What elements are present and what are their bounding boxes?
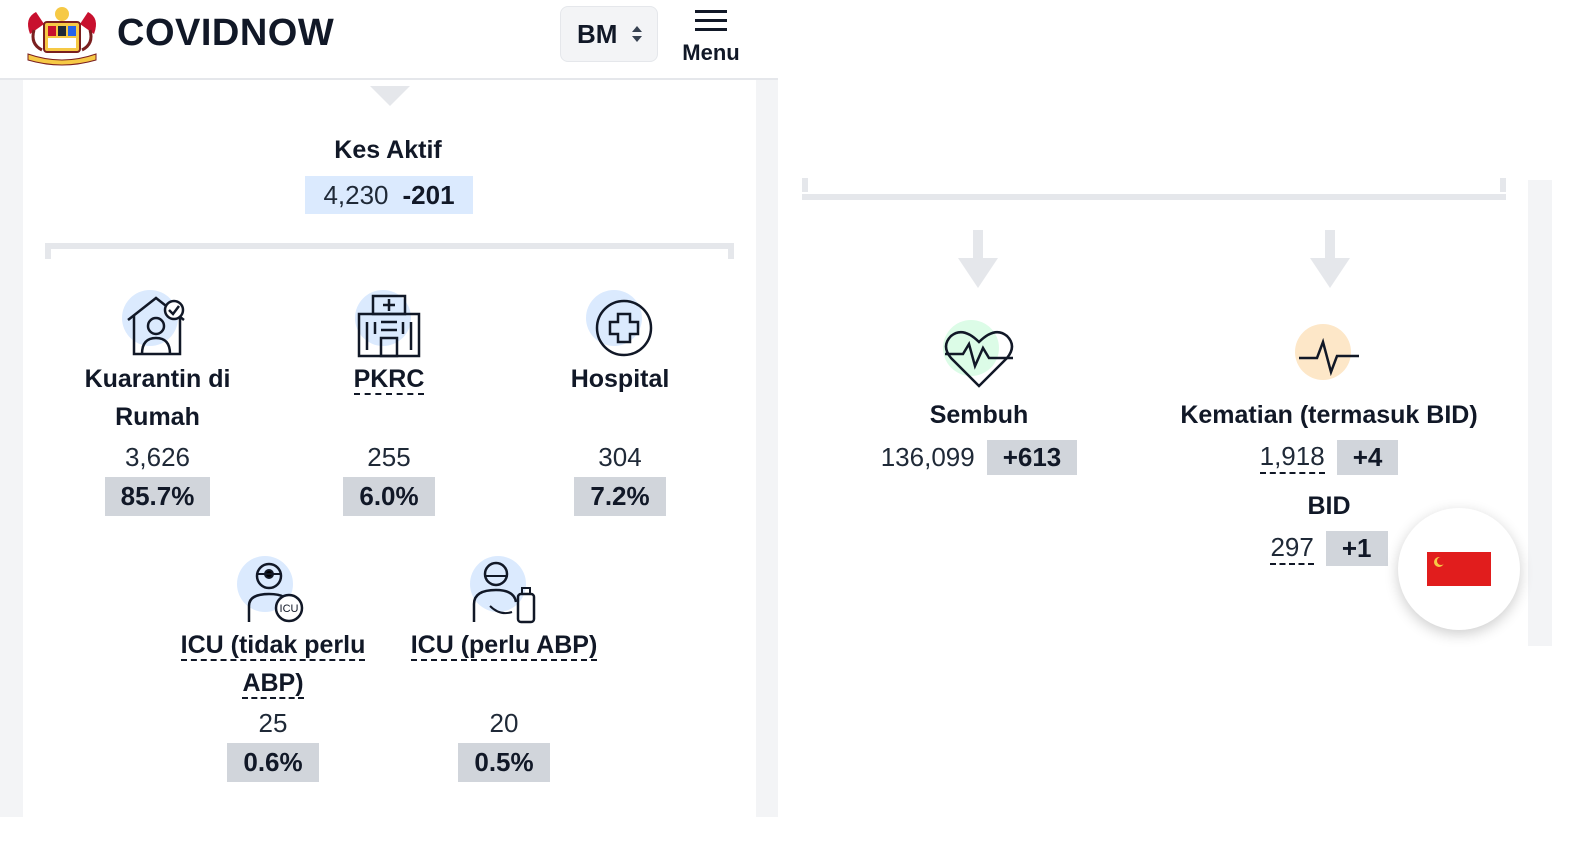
arrow-down-icon xyxy=(958,230,998,288)
active-cases-delta: -201 xyxy=(402,179,455,210)
bid-value[interactable]: 297 xyxy=(1270,532,1314,565)
hospital-cross-icon xyxy=(580,290,660,360)
menu-button[interactable]: Menu xyxy=(676,6,746,72)
stat-row: 1,918 +4 xyxy=(1168,440,1490,475)
hamburger-icon xyxy=(695,10,727,31)
country-flag-icon xyxy=(1427,552,1491,586)
stat-hospital: Hospital 304 7.2% xyxy=(550,290,690,516)
icu-abp-label-text: ICU (perlu ABP) xyxy=(410,631,598,661)
stat-home-quarantine: Kuarantin di Rumah 3,626 85.7% xyxy=(60,290,255,516)
arrow-down-icon xyxy=(1310,230,1350,288)
heartbeat-icon xyxy=(939,320,1019,392)
stat-deaths: Kematian (termasuk BID) 1,918 +4 BID 297… xyxy=(1168,320,1490,566)
stat-value: 3,626 xyxy=(124,442,191,472)
arrow-down-icon xyxy=(370,86,410,106)
right-panel: Sembuh 136,099 +613 Kematian (termasuk B… xyxy=(778,0,1576,852)
stat-row: 297 +1 xyxy=(1168,531,1490,566)
bid-label: BID xyxy=(1307,492,1351,520)
icu-doctor-icon: ICU xyxy=(233,556,313,626)
deaths-delta: +4 xyxy=(1336,440,1399,475)
bid-delta: +1 xyxy=(1325,531,1388,566)
stat-label: Hospital xyxy=(570,365,670,393)
icu-no-abp-label-text: ICU (tidak perlu ABP) xyxy=(180,631,366,699)
stat-label: Kematian (termasuk BID) xyxy=(1180,401,1478,429)
stat-percent: 0.5% xyxy=(458,743,550,782)
stat-label: Kuarantin di Rumah xyxy=(84,365,231,431)
left-panel: COVIDNOW BM Menu Kes Aktif 4,230 -201 xyxy=(0,0,778,852)
pkrc-building-icon xyxy=(349,290,429,360)
stat-icu-ventilator: ICU (perlu ABP) 20 0.5% xyxy=(400,556,608,782)
recovered-value: 136,099 xyxy=(880,442,975,472)
bracket-divider xyxy=(802,178,1506,200)
bracket-divider xyxy=(45,243,734,259)
stat-percent: 0.6% xyxy=(227,743,319,782)
flag-button[interactable] xyxy=(1398,508,1520,630)
active-cases-value: 4,230 xyxy=(323,179,389,210)
brand-title[interactable]: COVIDNOW xyxy=(117,12,335,54)
stat-label[interactable]: ICU (perlu ABP) xyxy=(400,626,608,664)
top-header: COVIDNOW BM Menu xyxy=(0,0,778,80)
pulse-line-icon xyxy=(1289,320,1369,392)
stat-percent: 6.0% xyxy=(343,477,435,516)
stat-row: 136,099 +613 xyxy=(868,440,1090,475)
coat-of-arms-logo-icon[interactable] xyxy=(20,4,104,66)
stat-value: 255 xyxy=(367,442,411,472)
stat-value: 304 xyxy=(598,442,642,472)
menu-label: Menu xyxy=(682,40,740,65)
svg-text:ICU: ICU xyxy=(280,603,299,615)
stat-value: 25 xyxy=(258,708,288,738)
stat-icu-no-ventilator: ICU ICU (tidak perlu ABP) 25 0.6% xyxy=(170,556,376,782)
stat-recovered: Sembuh 136,099 +613 xyxy=(868,320,1090,475)
language-value: BM xyxy=(577,18,618,49)
select-arrows-icon xyxy=(632,26,642,42)
deaths-value[interactable]: 1,918 xyxy=(1259,441,1325,474)
home-quarantine-icon xyxy=(118,290,198,360)
pkrc-label-text: PKRC xyxy=(353,365,425,395)
recovered-delta: +613 xyxy=(986,440,1078,475)
language-select[interactable]: BM xyxy=(560,6,658,62)
stat-label[interactable]: ICU (tidak perlu ABP) xyxy=(170,626,376,702)
stat-percent: 85.7% xyxy=(104,477,211,516)
ventilator-icon xyxy=(464,556,544,626)
active-cases-box: 4,230 -201 xyxy=(305,176,473,214)
stat-pkrc: PKRC 255 6.0% xyxy=(310,290,468,516)
stat-label[interactable]: PKRC xyxy=(310,360,468,398)
stat-label: Sembuh xyxy=(929,401,1029,429)
active-cases-title: Kes Aktif xyxy=(334,136,442,164)
page-background-strip xyxy=(1528,180,1552,646)
stat-percent: 7.2% xyxy=(574,477,666,516)
stat-value: 20 xyxy=(489,708,519,738)
